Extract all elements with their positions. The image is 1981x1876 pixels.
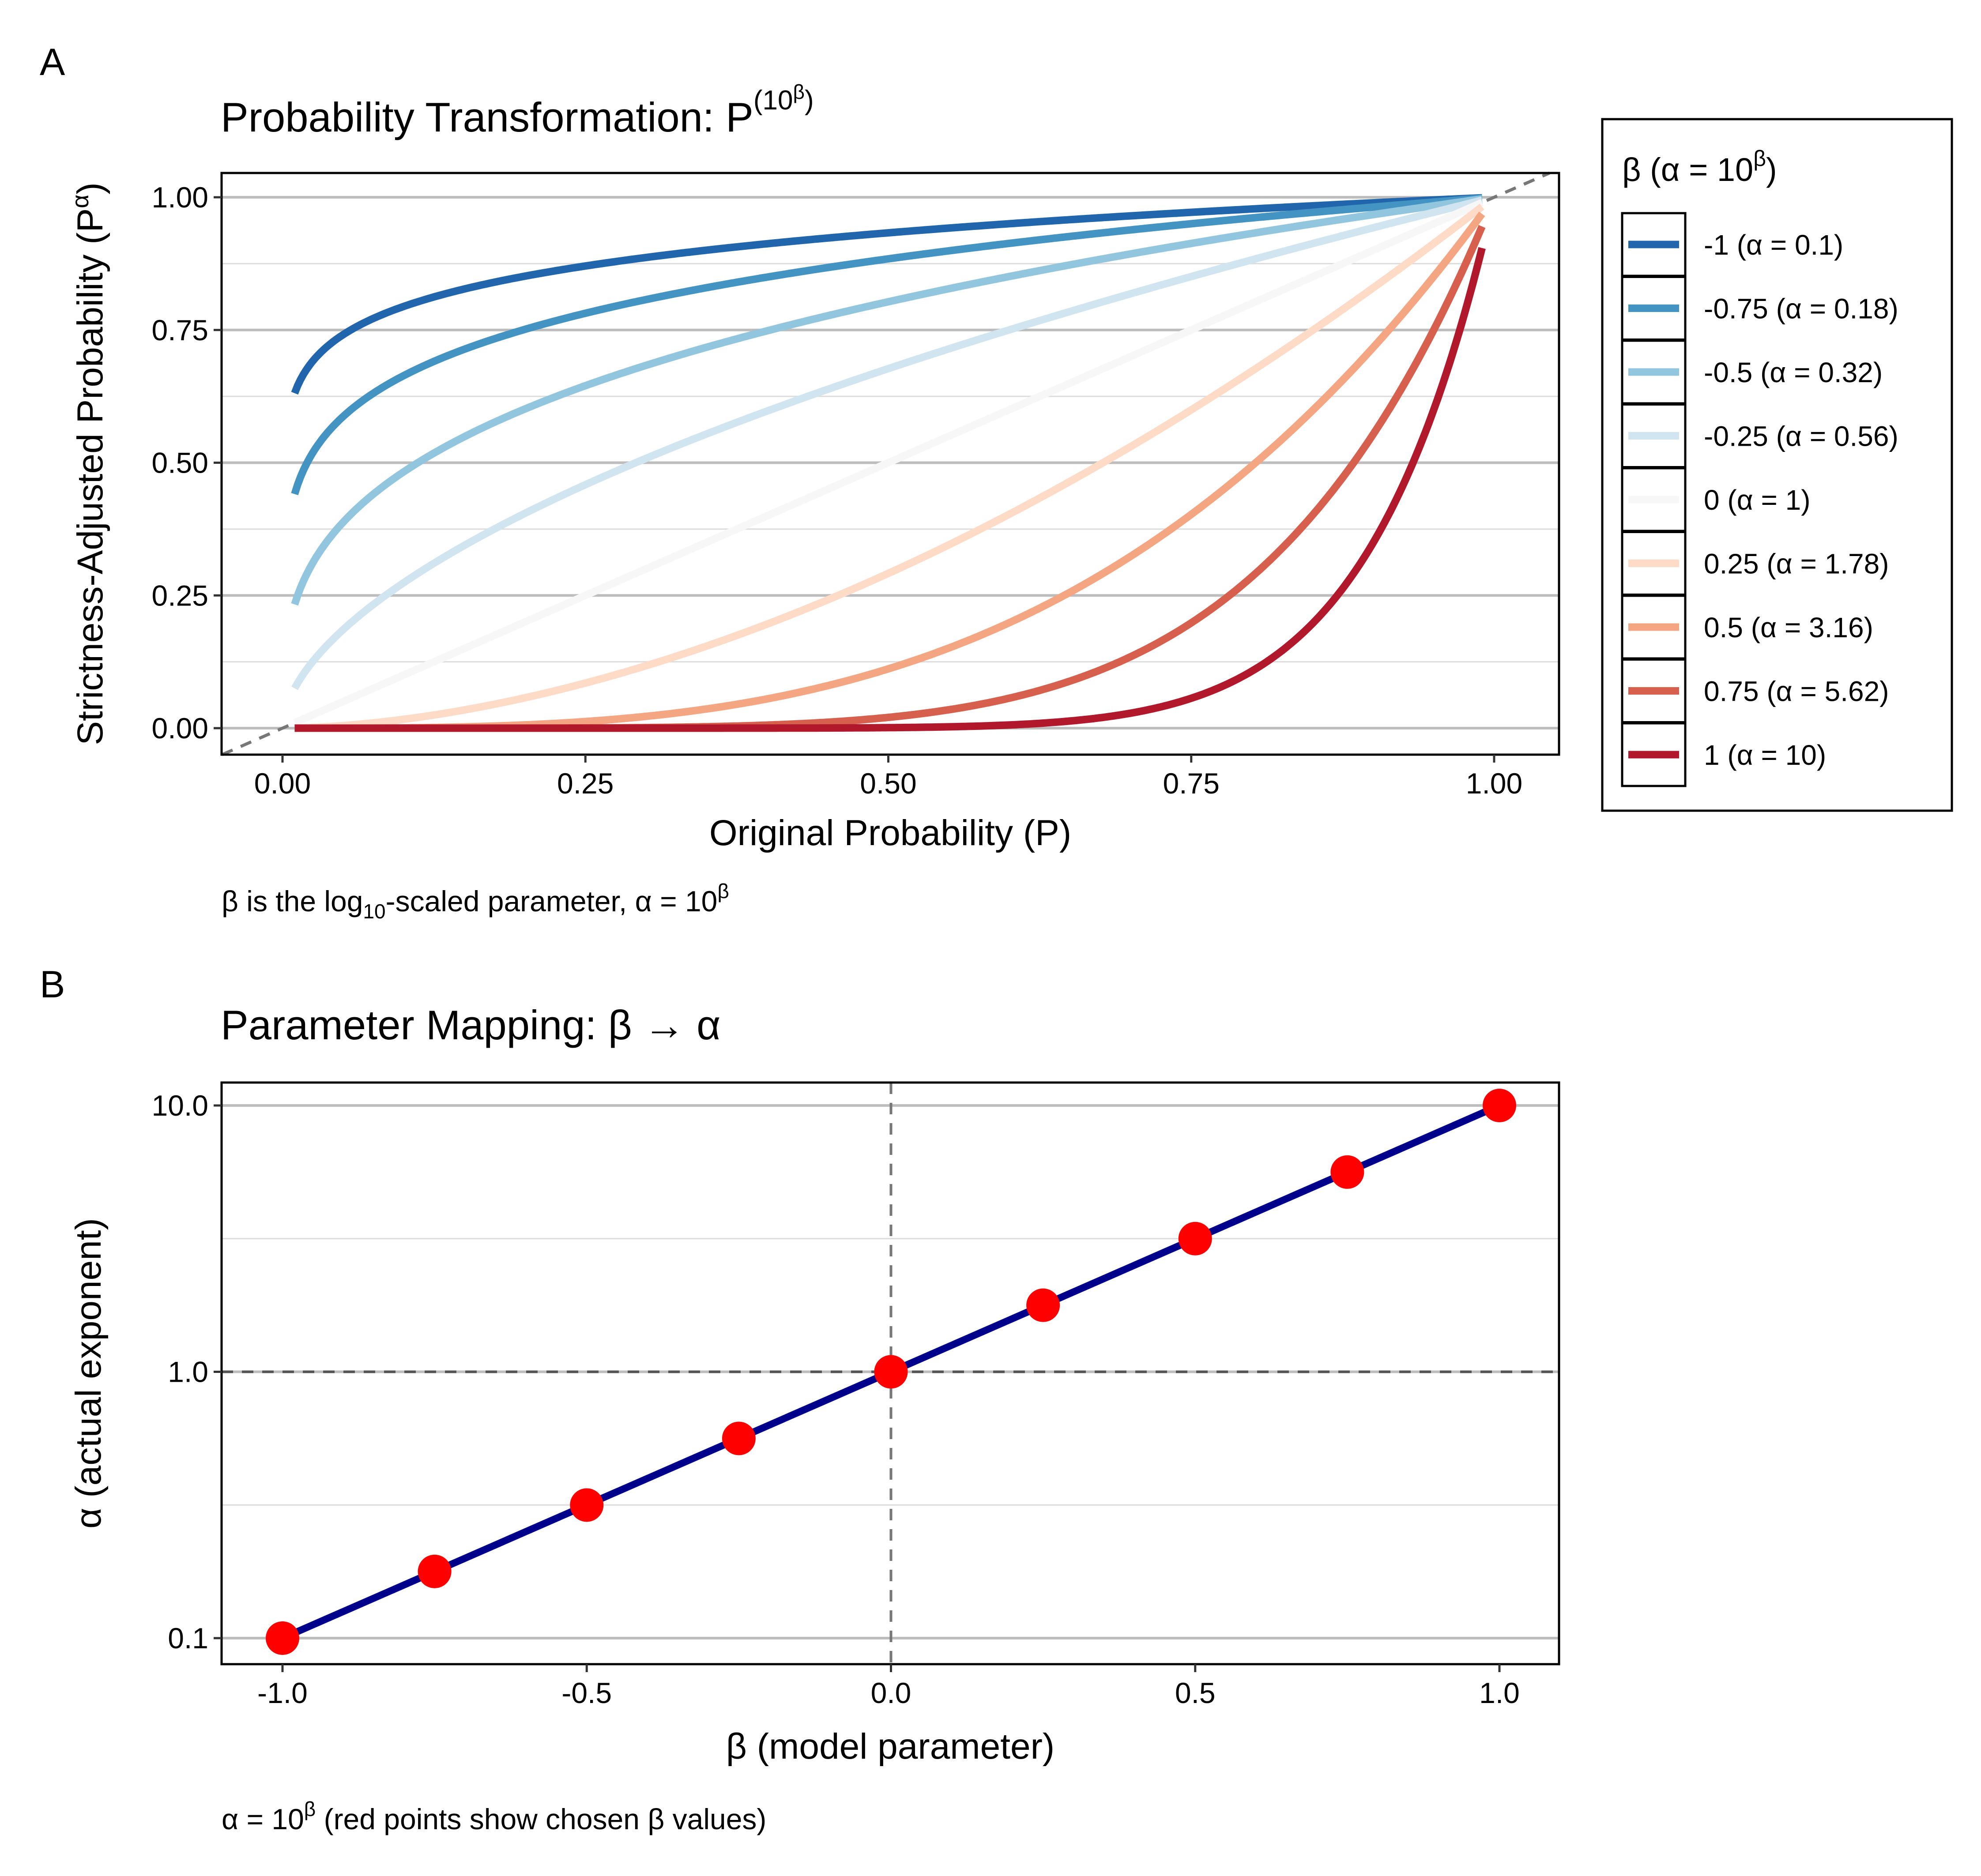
legend-items: -1 (α = 0.1) -0.75 (α = 0.18) -0.5 (α = 0.… (1621, 212, 1898, 787)
panel-b-point (1178, 1222, 1212, 1256)
legend-title: β (α = 10β) (1622, 146, 1777, 188)
legend-item-label: 0 (α = 1) (1704, 484, 1811, 516)
panel-a-y-tick-label: 0.25 (152, 579, 208, 612)
panel-a-y-tick-label: 0.00 (152, 712, 208, 744)
panel-a-x-tick-label: 0.50 (860, 767, 916, 800)
panel-a-y-tick-label: 1.00 (152, 181, 208, 214)
panel-a-curve-beta-1 (294, 247, 1486, 732)
panel-b-y-axis-title: α (actual exponent) (68, 1218, 109, 1529)
legend-item-label: 0.75 (α = 5.62) (1704, 676, 1889, 707)
legend: β (α = 10β) -1 (α = 0.1) -0.75 (α = 0.18)… (1601, 118, 1953, 812)
panel-b-point (1026, 1288, 1060, 1322)
panel-a-title: Probability Transformation: P(10β) (221, 80, 814, 140)
panel-b-point (266, 1621, 299, 1655)
panel-b-y-tick-label: 0.1 (168, 1622, 208, 1654)
legend-item-label: 0.25 (α = 1.78) (1704, 548, 1889, 580)
panel-a-x-tick-label: 0.00 (254, 767, 311, 800)
panel-a-x-tick-label: 0.25 (557, 767, 614, 800)
panel-b-title: Parameter Mapping: β → α (221, 1002, 720, 1048)
panel-a-ticks: 0.00 0.25 0.50 0.75 1.00 0.00 0.25 0.50 0.75 1.00 (152, 181, 1523, 800)
legend-item-label: -1 (α = 0.1) (1704, 229, 1843, 261)
panel-b-point (418, 1554, 452, 1588)
panel-b-point (874, 1355, 908, 1389)
panel-b-x-axis-title: β (model parameter) (726, 1726, 1055, 1767)
panel-b-point (722, 1421, 756, 1455)
panel-b-x-tick-label: 1.0 (1479, 1677, 1520, 1709)
panel-b: B Parameter Mapping: β → α 0.1 1.0 10.0 -1.… (40, 963, 1560, 1835)
panel-b-x-tick-label: 0.5 (1175, 1677, 1216, 1709)
panel-b-tag: B (40, 963, 65, 1006)
legend-item-label: -0.25 (α = 0.56) (1704, 421, 1898, 452)
panel-a-curve-beta--0_5 (291, 195, 1483, 606)
panel-b-x-tick-label: -0.5 (561, 1677, 612, 1709)
panel-b-point (1330, 1155, 1364, 1189)
panel-b-y-tick-label: 10.0 (152, 1089, 208, 1122)
legend-item-label: -0.5 (α = 0.32) (1704, 357, 1883, 388)
panel-b-point (570, 1488, 604, 1522)
panel-a-curve-beta-0_25 (294, 203, 1484, 732)
panel-a-y-tick-label: 0.50 (152, 447, 208, 479)
panel-a-y-axis-title: Strictness-Adjusted Probability (Pα) (67, 182, 110, 745)
legend-item-label: 1 (α = 10) (1704, 739, 1826, 771)
panel-b-points (266, 1089, 1516, 1655)
panel-a-curve-beta--0_75 (291, 194, 1483, 496)
panel-a-curve-beta--0_25 (291, 196, 1483, 690)
panel-a-x-axis-title: Original Probability (P) (709, 813, 1071, 853)
panel-a: A Probability Transformation: P(10β) 0.0… (40, 41, 1560, 923)
panel-b-caption: α = 10β (red points show chosen β values… (222, 1797, 766, 1835)
panel-a-curve-beta-0 (293, 199, 1484, 726)
panel-a-curve-beta--1 (291, 194, 1483, 395)
legend-item-label: 0.5 (α = 3.16) (1704, 612, 1873, 643)
panel-a-x-tick-label: 0.75 (1163, 767, 1220, 800)
panel-b-ticks: 0.1 1.0 10.0 -1.0 -0.5 0.0 0.5 1.0 (152, 1089, 1520, 1709)
panel-a-y-tick-label: 0.75 (152, 314, 208, 346)
legend-item-label: -0.75 (α = 0.18) (1704, 293, 1898, 325)
panel-a-x-tick-label: 1.00 (1466, 767, 1522, 800)
panel-a-caption: β is the log10-scaled parameter, α = 10β (222, 880, 729, 923)
panel-b-x-tick-label: -1.0 (257, 1677, 308, 1709)
panel-a-curves (291, 194, 1486, 732)
panel-a-tag: A (40, 41, 65, 83)
panel-b-point (1483, 1089, 1516, 1122)
panel-b-x-tick-label: 0.0 (871, 1677, 911, 1709)
panel-b-y-tick-label: 1.0 (168, 1356, 208, 1388)
